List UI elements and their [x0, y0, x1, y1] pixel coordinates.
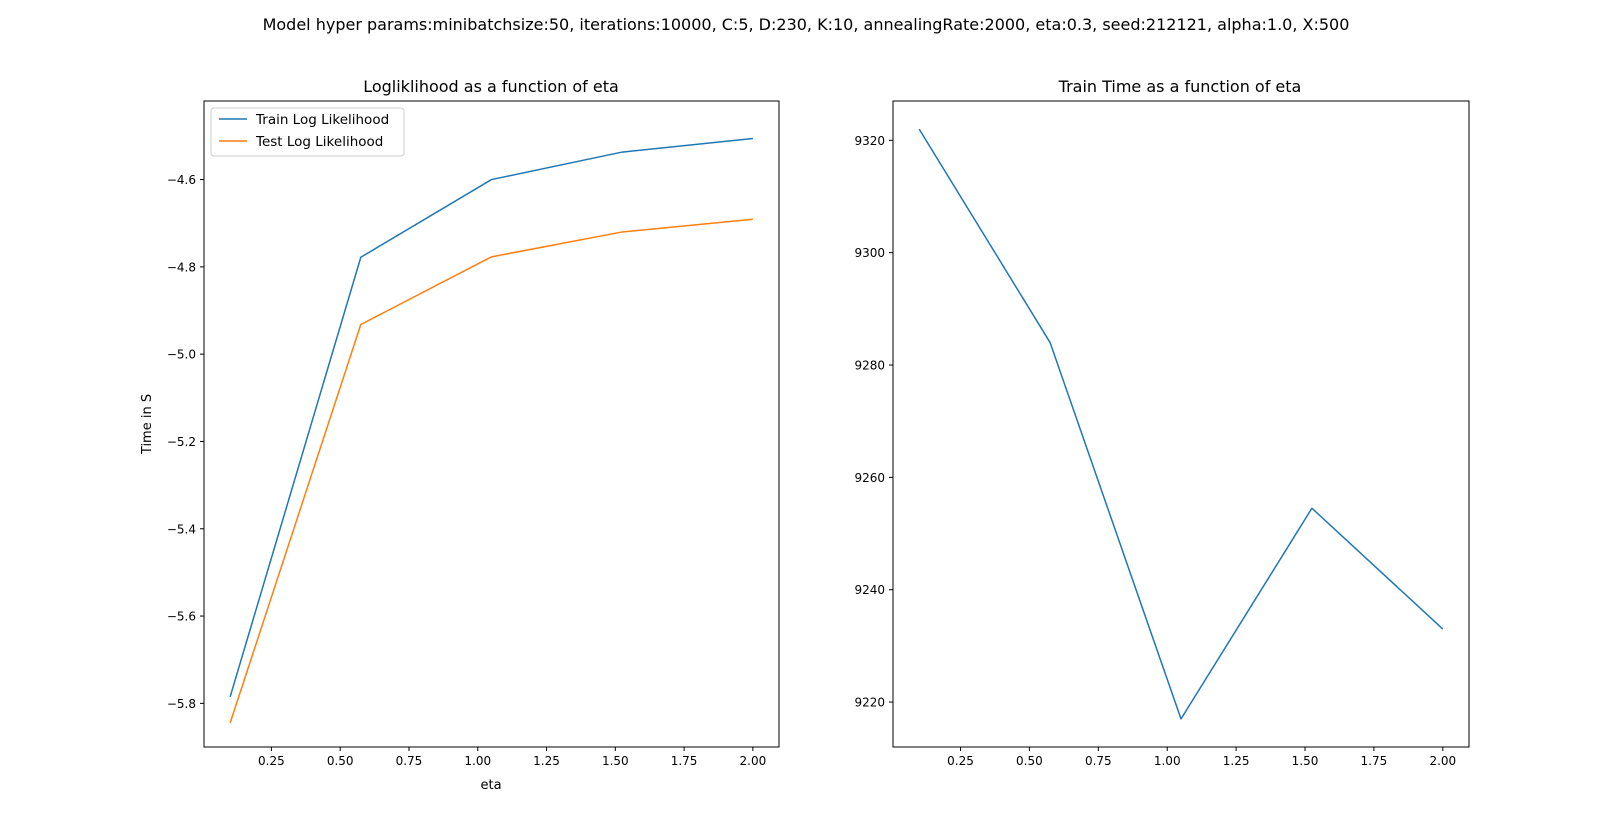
train-time-axes-frame	[892, 100, 1470, 748]
legend-label-train: Train Log Likelihood	[255, 112, 389, 128]
train-time-chart-title: Train Time as a function of eta	[1058, 77, 1302, 96]
loglikelihood-y-tick-label: −5.4	[167, 522, 196, 536]
loglikelihood-x-tick-label: 0.50	[327, 754, 354, 768]
loglikelihood-y-tick-label: −5.0	[167, 348, 196, 362]
loglikelihood-x-tick-label: 2.00	[740, 754, 767, 768]
loglikelihood-series-line-0	[229, 137, 753, 698]
loglikelihood-x-ticks: 0.25 0.50 0.75 1.00 1.25 1.50 1.75 2.00	[258, 747, 766, 768]
legend-label-test: Test Log Likelihood	[255, 134, 383, 150]
loglikelihood-chart-title: Logliklihood as a function of eta	[363, 77, 619, 96]
train-time-y-tick-label: 9300	[854, 246, 885, 260]
loglikelihood-series-line-1	[229, 218, 753, 724]
loglikelihood-chart: Logliklihood as a function of eta 0.25 0.…	[140, 77, 780, 793]
train-time-series-line-0	[918, 128, 1444, 720]
train-time-x-tick-label: 1.25	[1223, 754, 1250, 768]
loglikelihood-x-tick-label: 1.50	[602, 754, 629, 768]
loglikelihood-y-tick-label: −5.2	[167, 435, 196, 449]
train-time-x-tick-label: 1.75	[1361, 754, 1388, 768]
train-time-lines	[918, 128, 1444, 720]
loglikelihood-x-tick-label: 0.75	[396, 754, 423, 768]
train-time-y-tick-label: 9220	[854, 696, 885, 710]
loglikelihood-y-tick-label: −5.8	[167, 697, 196, 711]
train-time-x-tick-label: 1.00	[1154, 754, 1181, 768]
train-time-y-tick-label: 9240	[854, 583, 885, 597]
train-time-chart: Train Time as a function of eta 0.25 0.50…	[854, 77, 1470, 768]
figure-suptitle: Model hyper params:minibatchsize:50, ite…	[263, 15, 1350, 34]
loglikelihood-axes-frame	[203, 100, 780, 748]
train-time-x-tick-label: 0.25	[947, 754, 974, 768]
loglikelihood-y-axis-label: Time in S	[140, 394, 155, 455]
loglikelihood-x-tick-label: 1.00	[464, 754, 491, 768]
legend: Train Log Likelihood Test Log Likelihood	[210, 107, 405, 157]
legend-box	[210, 107, 405, 157]
train-time-y-tick-label: 9280	[854, 359, 885, 373]
loglikelihood-y-tick-label: −5.6	[167, 610, 196, 624]
loglikelihood-x-tick-label: 0.25	[258, 754, 285, 768]
loglikelihood-y-tick-label: −4.8	[167, 260, 196, 274]
loglikelihood-x-tick-label: 1.25	[533, 754, 560, 768]
loglikelihood-y-ticks: −4.6 −4.8 −5.0 −5.2 −5.4 −5.6 −5.8	[167, 173, 204, 711]
loglikelihood-x-axis-label: eta	[480, 778, 501, 793]
train-time-y-tick-label: 9260	[854, 471, 885, 485]
train-time-x-tick-label: 0.75	[1085, 754, 1112, 768]
train-time-x-tick-label: 1.50	[1292, 754, 1319, 768]
loglikelihood-y-tick-label: −4.6	[167, 173, 196, 187]
loglikelihood-x-tick-label: 1.75	[671, 754, 698, 768]
train-time-x-tick-label: 2.00	[1429, 754, 1456, 768]
loglikelihood-lines	[229, 137, 753, 724]
train-time-y-tick-label: 9320	[854, 134, 885, 148]
train-time-y-ticks: 9320 9300 9280 9260 9240 9220	[854, 134, 893, 710]
train-time-x-ticks: 0.25 0.50 0.75 1.00 1.25 1.50 1.75 2.00	[947, 747, 1456, 768]
train-time-x-tick-label: 0.50	[1016, 754, 1043, 768]
